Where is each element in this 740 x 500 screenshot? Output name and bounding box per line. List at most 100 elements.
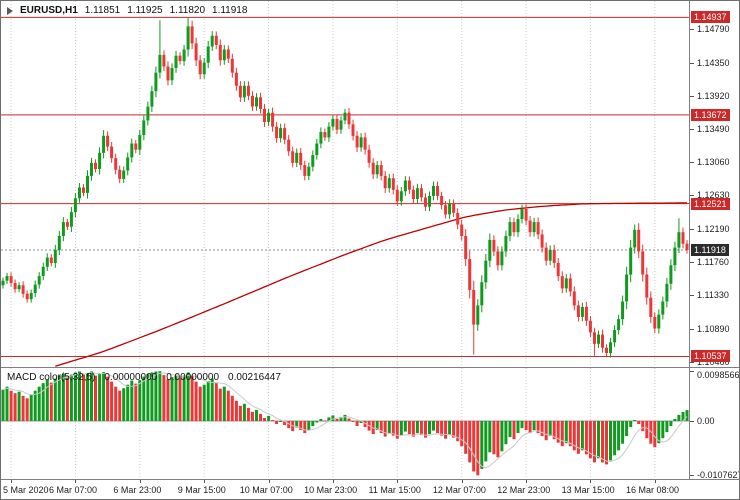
macd-bars [1, 371, 689, 476]
price-tick-mark [690, 128, 694, 130]
macd-bar [210, 378, 214, 421]
candle [166, 66, 170, 81]
candle [130, 143, 134, 158]
candle [202, 62, 206, 75]
candle [432, 185, 435, 196]
candle [303, 165, 307, 176]
candle [234, 72, 238, 86]
macd-bar [186, 372, 190, 421]
price-tick-label: 1.11330 [697, 290, 729, 301]
price-scale[interactable]: 1.14790 1.14350 1.13920 1.13490 1.13060 1.126… [689, 1, 739, 480]
candle [452, 203, 456, 213]
macd-bar [90, 371, 93, 421]
candle [617, 319, 621, 330]
candle [78, 187, 81, 199]
candle [512, 222, 516, 233]
macd-bar [94, 375, 97, 421]
candle [53, 249, 57, 263]
macd-bar [432, 421, 435, 431]
candle [621, 301, 625, 320]
price-tick-mark [690, 162, 694, 164]
candle [411, 189, 415, 199]
candle [415, 188, 419, 199]
macd-bar [126, 384, 130, 421]
macd-bar [544, 421, 548, 441]
macd-bar [134, 383, 138, 421]
price-tick-label: 1.13490 [697, 123, 730, 134]
macd-bar [395, 421, 399, 439]
macd-bar [355, 421, 359, 426]
candle [295, 152, 299, 163]
candle [25, 293, 29, 300]
macd-signal-line [2, 372, 688, 469]
macd-bar [25, 398, 29, 421]
macd-bar [29, 394, 33, 421]
candle [267, 112, 271, 122]
candle [633, 229, 637, 248]
candle [665, 283, 669, 302]
macd-bar [685, 410, 689, 421]
time-tick-label: 6 Mar 07:00 [49, 485, 98, 495]
macd-bar [158, 371, 162, 421]
macd-bar [621, 421, 625, 444]
candle [73, 198, 77, 213]
grid-layer [10, 1, 656, 367]
ohlc-close: 1.11918 [212, 5, 248, 16]
macd-bar [69, 374, 73, 421]
macd-value-2: 0.00000000 [166, 372, 220, 383]
macd-label: MACD color(5,32,5) [7, 372, 96, 383]
candle [568, 278, 572, 292]
candle [584, 306, 588, 321]
macd-bar [214, 382, 218, 421]
macd-bar [5, 386, 9, 421]
level-price-badge: 1.13672 [691, 108, 730, 121]
macd-bar [633, 420, 637, 421]
candle [198, 60, 202, 75]
candle [206, 46, 210, 63]
macd-bar [130, 380, 134, 421]
macd-canvas[interactable] [1, 368, 689, 479]
macd-bar [383, 421, 387, 437]
main-chart-canvas[interactable] [1, 1, 689, 367]
moving-average-line[interactable] [55, 202, 687, 367]
macd-bar [166, 379, 170, 421]
macd-bar [251, 411, 254, 421]
macd-bar [323, 420, 327, 422]
candle [242, 85, 246, 98]
macd-bar [657, 421, 661, 444]
macd-bar [669, 421, 673, 426]
macd-bar [492, 421, 496, 455]
macd-bar [218, 388, 222, 421]
candle [138, 135, 142, 150]
candle [186, 26, 190, 50]
time-axis[interactable]: 5 Mar 2020 6 Mar 07:00 6 Mar 23:00 9 Mar 15… [1, 480, 739, 499]
candle [259, 97, 262, 109]
macd-bar [540, 421, 544, 437]
time-tick-label: 9 Mar 15:00 [177, 485, 226, 495]
price-tick-label: 1.12190 [697, 224, 730, 235]
macd-bar [605, 421, 608, 465]
time-tick-label: 16 Mar 08:00 [626, 485, 680, 495]
candle [379, 165, 383, 176]
candle [327, 126, 331, 138]
candles-layer [1, 17, 689, 358]
candle [238, 85, 242, 98]
macd-bar [41, 383, 45, 421]
macd-indicator-header: MACD color(5,32,5) 0.00000000 0.00000000… [7, 372, 281, 383]
macd-bar [391, 421, 395, 436]
candle [645, 274, 649, 298]
time-tick-mark [75, 480, 77, 483]
time-axis-separator [1, 479, 739, 480]
macd-bar [114, 386, 118, 421]
chart-indicator-splitter[interactable] [1, 367, 739, 368]
macd-bar [267, 415, 271, 421]
macd-bar [496, 421, 500, 458]
macd-bar [448, 421, 452, 436]
candle [552, 249, 556, 263]
macd-bar [359, 421, 363, 423]
macd-bar [375, 421, 379, 431]
candle [677, 232, 681, 248]
candle [399, 191, 403, 202]
price-tick-mark [690, 28, 694, 30]
